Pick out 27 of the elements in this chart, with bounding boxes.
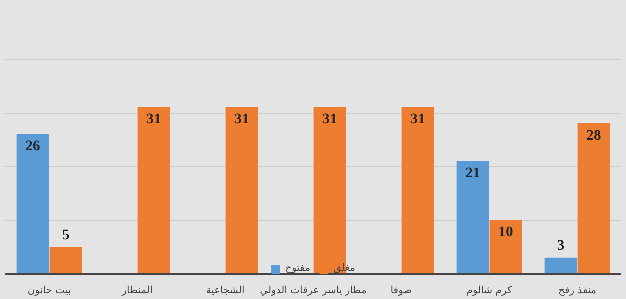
data-label: 21	[466, 166, 480, 182]
bar	[402, 107, 434, 274]
bar	[490, 220, 522, 274]
data-label: 28	[586, 128, 602, 144]
data-label: 31	[410, 112, 426, 128]
data-label: 3	[557, 238, 565, 254]
data-label: 5	[62, 227, 70, 244]
bar	[456, 161, 490, 274]
x-tick-label: كرم شالوم	[466, 286, 512, 296]
x-tick-label: المنطار	[121, 286, 153, 296]
legend-label: مفتوح	[286, 263, 311, 274]
bar	[138, 107, 170, 274]
bar	[50, 247, 82, 274]
bar	[16, 134, 50, 274]
bar	[544, 258, 578, 274]
data-label: 31	[146, 112, 162, 128]
x-tick-label: الشجاعية	[206, 286, 245, 296]
x-tick-label: منفذ رفح	[558, 286, 596, 296]
data-label: 10	[498, 224, 514, 241]
x-tick-label: صوفا	[390, 286, 412, 296]
bar	[578, 123, 610, 274]
bar	[226, 107, 258, 274]
x-tick-label: بيت حانون	[28, 286, 72, 296]
x-tick-label: مطار ياسر عرفات الدولي	[260, 286, 367, 296]
data-label: 31	[322, 112, 338, 128]
data-label: 26	[26, 138, 40, 155]
data-label: 31	[234, 112, 250, 128]
